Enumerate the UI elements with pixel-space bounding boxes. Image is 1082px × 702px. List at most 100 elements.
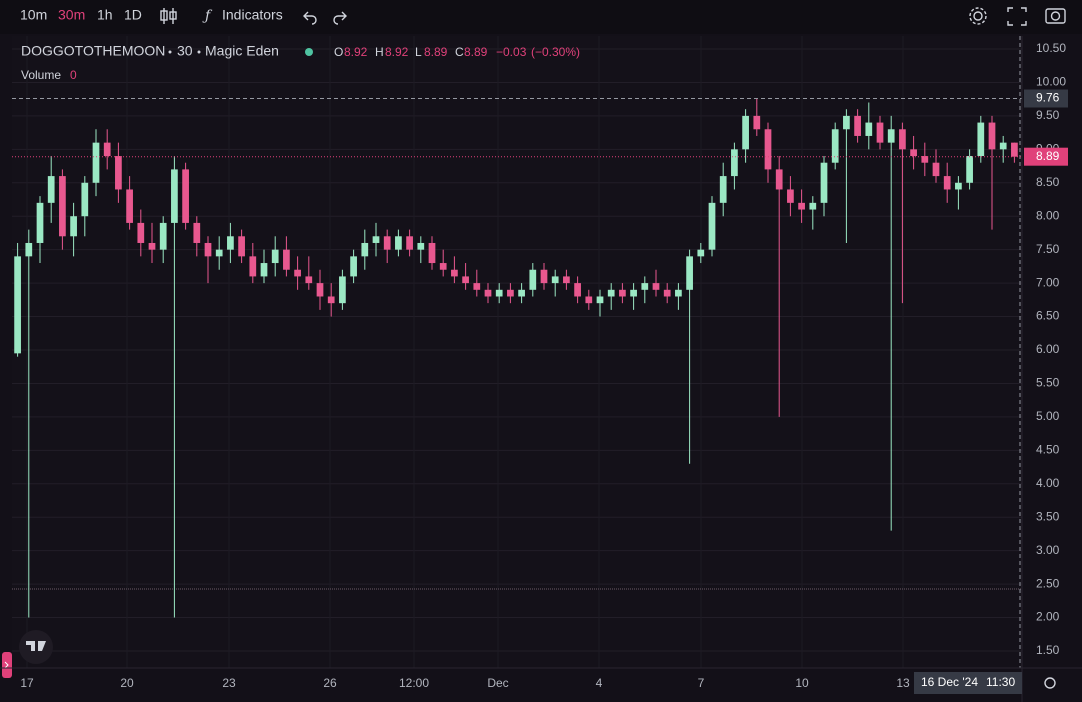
candle-body bbox=[820, 162, 828, 203]
candle-body bbox=[988, 122, 996, 150]
candle-body bbox=[607, 289, 615, 297]
candle-body bbox=[350, 256, 357, 277]
plot-area bbox=[12, 36, 1022, 668]
low-value: 8.89 bbox=[424, 45, 448, 59]
y-tick-label: 6.00 bbox=[1036, 342, 1060, 356]
candle-body bbox=[619, 289, 626, 297]
y-tick-label: 7.50 bbox=[1036, 242, 1060, 256]
crosshair-date-label: 16 Dec '24 bbox=[921, 675, 978, 689]
open-key: O bbox=[334, 45, 343, 59]
y-tick-label: 3.50 bbox=[1036, 509, 1060, 523]
candle-body bbox=[25, 242, 33, 257]
volume-label: Volume bbox=[21, 68, 61, 82]
candle-body bbox=[999, 142, 1007, 150]
candle-body bbox=[652, 283, 660, 290]
candle-body bbox=[663, 289, 671, 297]
volume-value: 0 bbox=[70, 68, 77, 82]
last-price-box bbox=[1024, 147, 1068, 166]
candle-body bbox=[372, 236, 380, 243]
candle-body bbox=[305, 276, 313, 284]
candle-body bbox=[204, 242, 212, 257]
interval-button[interactable]: 1h bbox=[97, 7, 113, 23]
candle-body bbox=[495, 289, 503, 297]
y-tick-label: 5.00 bbox=[1036, 409, 1060, 423]
separator bbox=[197, 50, 201, 54]
chart-style-icon[interactable] bbox=[160, 8, 177, 24]
candle-body bbox=[540, 269, 548, 284]
candle-body bbox=[966, 156, 973, 183]
candle-body bbox=[551, 276, 559, 284]
candle-body bbox=[899, 129, 906, 150]
candle-body bbox=[708, 202, 716, 250]
candle-body bbox=[395, 236, 402, 250]
separator bbox=[168, 50, 172, 54]
candle-body bbox=[731, 149, 738, 177]
candle-body bbox=[630, 289, 637, 297]
candle-body bbox=[271, 249, 279, 264]
interval-button[interactable]: 10m bbox=[20, 7, 47, 23]
candle-body bbox=[171, 169, 178, 223]
candle-body bbox=[70, 216, 77, 237]
crosshair-price-label: 9.76 bbox=[1036, 91, 1060, 105]
x-tick-label: 7 bbox=[698, 676, 705, 690]
candle-body bbox=[775, 169, 783, 190]
undo-icon[interactable] bbox=[303, 11, 317, 25]
high-value: 8.92 bbox=[385, 45, 409, 59]
redo-icon[interactable] bbox=[333, 11, 347, 25]
x-tick-label: 20 bbox=[120, 676, 134, 690]
toolbar-buttons: 10m 30m 1h 1D Indicators bbox=[20, 7, 283, 23]
candle-body bbox=[843, 115, 850, 130]
candle-body bbox=[1011, 142, 1018, 157]
candle-body bbox=[103, 142, 111, 157]
interval-button[interactable]: 30m bbox=[58, 7, 85, 23]
auto-scale-icon[interactable] bbox=[1044, 677, 1056, 689]
screenshot-icon[interactable] bbox=[1045, 8, 1066, 24]
candle-body bbox=[361, 242, 369, 257]
x-tick-label: 17 bbox=[20, 676, 34, 690]
y-tick-label: 8.00 bbox=[1036, 208, 1060, 222]
fx-icon[interactable]: ƒ bbox=[202, 8, 213, 24]
exchange: Magic Eden bbox=[205, 43, 279, 59]
close-key: C bbox=[455, 45, 464, 59]
grid bbox=[12, 36, 1022, 668]
interval-button[interactable]: 1D bbox=[124, 7, 142, 23]
candle-body bbox=[462, 276, 469, 284]
close-value: 8.89 bbox=[464, 45, 488, 59]
tv-logo bbox=[19, 630, 53, 664]
candle-body bbox=[406, 236, 413, 250]
y-tick-label: 9.50 bbox=[1036, 108, 1060, 122]
candle-body bbox=[518, 289, 525, 297]
candle-body bbox=[887, 129, 895, 143]
candle-body bbox=[854, 115, 861, 136]
candle-body bbox=[574, 283, 581, 297]
candle-body bbox=[14, 256, 21, 354]
indicators-button[interactable]: Indicators bbox=[222, 7, 283, 23]
candle-body bbox=[876, 122, 884, 143]
last-price-label: 8.89 bbox=[1036, 149, 1060, 163]
fullscreen-icon[interactable] bbox=[1007, 7, 1027, 26]
candle-body bbox=[764, 129, 772, 170]
settings-icon[interactable] bbox=[973, 11, 983, 21]
legend: DOGGOTOTHEMOON 30 Magic Eden O 8.92 H 8.… bbox=[21, 43, 580, 82]
candle-body bbox=[59, 176, 66, 237]
candle-body bbox=[294, 269, 301, 277]
candle-body bbox=[932, 162, 940, 177]
candle-body bbox=[193, 222, 201, 243]
candle-body bbox=[227, 236, 234, 250]
candle-body bbox=[809, 202, 817, 210]
x-tick-label: 13 bbox=[896, 676, 910, 690]
y-tick-label: 10.00 bbox=[1036, 75, 1066, 89]
candle-body bbox=[316, 283, 324, 297]
candle-body bbox=[339, 276, 346, 304]
side-panel-toggle[interactable] bbox=[2, 652, 12, 678]
candle-body bbox=[955, 182, 962, 190]
high-key: H bbox=[375, 45, 384, 59]
y-tick-label: 7.00 bbox=[1036, 275, 1060, 289]
candle-body bbox=[507, 289, 514, 297]
interval: 30 bbox=[177, 43, 193, 59]
candle-body bbox=[81, 182, 89, 217]
market-status bbox=[305, 48, 313, 56]
candle-body bbox=[238, 236, 245, 257]
y-tick-label: 2.00 bbox=[1036, 610, 1060, 624]
